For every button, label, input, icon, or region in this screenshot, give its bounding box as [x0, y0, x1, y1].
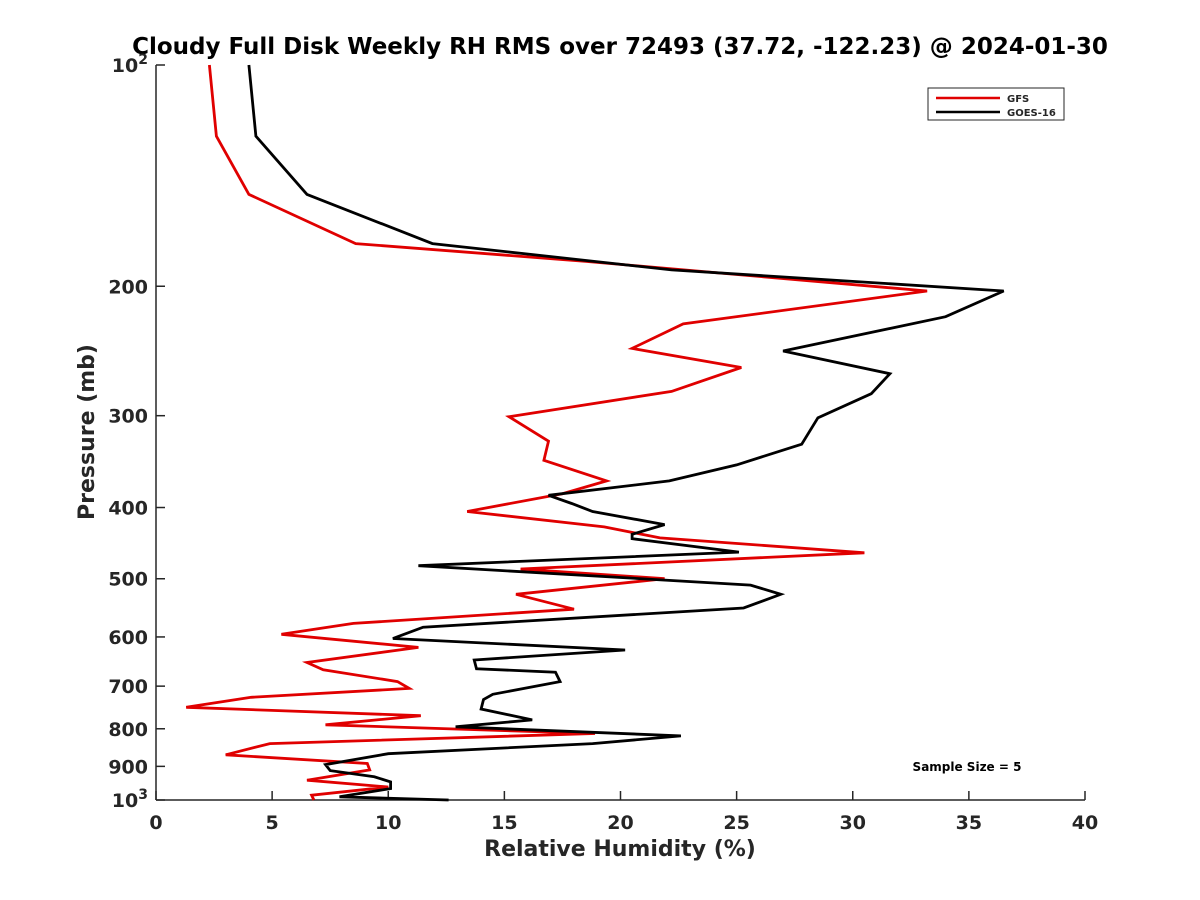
y-axis-label: Pressure (mb): [75, 344, 100, 520]
chart-title: Cloudy Full Disk Weekly RH RMS over 7249…: [132, 34, 1108, 60]
y-tick-label: 500: [108, 569, 148, 591]
legend-label-gfs: GFS: [1007, 94, 1029, 105]
x-tick-label: 10: [375, 812, 401, 834]
series-line-goes-16: [247, 64, 1005, 802]
plot-area: [155, 65, 1085, 801]
x-tick-label: 15: [491, 812, 517, 834]
y-tick-label: 103: [112, 787, 148, 812]
legend-label-goes-16: GOES-16: [1007, 108, 1056, 119]
sample-size-annotation: Sample Size = 5: [913, 760, 1022, 774]
y-tick-label: 900: [108, 756, 148, 778]
x-ticks: 0 5 10 15 20 25 30 35 40: [149, 791, 1098, 834]
x-tick-label: 35: [956, 812, 982, 834]
x-tick-label: 40: [1072, 812, 1098, 834]
x-tick-label: 20: [607, 812, 633, 834]
x-tick-label: 5: [266, 812, 279, 834]
y-tick-label: 400: [108, 498, 148, 520]
y-tick-label: 200: [108, 276, 148, 298]
legend: GFS GOES-16: [927, 87, 1065, 121]
legend-box: [927, 87, 1065, 121]
x-tick-label: 30: [840, 812, 866, 834]
x-tick-label: 0: [149, 812, 162, 834]
y-tick-label: 600: [108, 627, 148, 649]
y-tick-label: 300: [108, 406, 148, 428]
x-axis-label: Relative Humidity (%): [484, 837, 756, 862]
y-tick-label: 102: [112, 52, 148, 77]
x-tick-label: 25: [723, 812, 749, 834]
y-ticks: 102 200 300 400 500 600 700 800 900 103: [108, 52, 165, 812]
y-tick-label: 800: [108, 719, 148, 741]
series-line-gfs: [185, 64, 928, 801]
y-tick-label: 700: [108, 676, 148, 698]
series-lines: [185, 64, 1005, 802]
